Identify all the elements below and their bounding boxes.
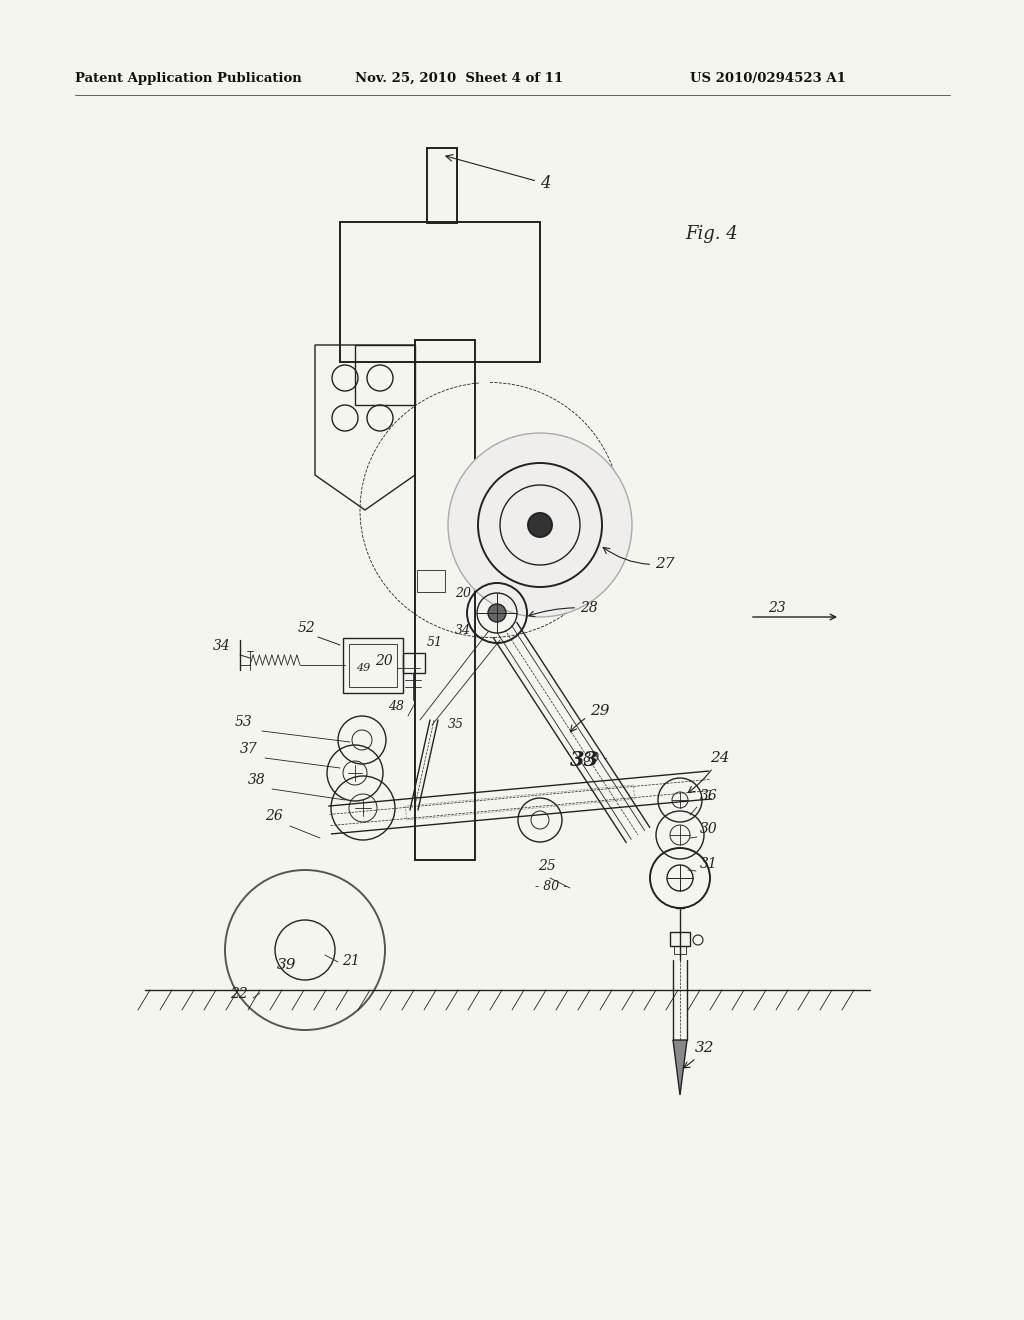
Text: 26: 26 [265, 809, 283, 822]
Text: 25: 25 [538, 859, 556, 873]
Text: 49: 49 [356, 663, 371, 673]
Text: 36: 36 [700, 789, 718, 803]
Text: 29: 29 [570, 704, 609, 731]
Bar [343, 638, 403, 693]
Text: 20: 20 [375, 653, 393, 668]
Bar [427, 148, 457, 223]
Text: 27: 27 [603, 548, 675, 572]
Text: 53: 53 [234, 715, 253, 729]
Text: 23: 23 [768, 601, 785, 615]
Text: - 80 -: - 80 - [535, 880, 567, 894]
Bar [417, 570, 445, 591]
Bar [349, 644, 397, 686]
Polygon shape [673, 1040, 687, 1096]
Text: Patent Application Publication: Patent Application Publication [75, 73, 302, 84]
Text: 28: 28 [528, 601, 598, 616]
Bar [340, 222, 540, 362]
Bar [415, 341, 475, 861]
Text: Nov. 25, 2010  Sheet 4 of 11: Nov. 25, 2010 Sheet 4 of 11 [355, 73, 563, 84]
Bar [355, 345, 415, 405]
Circle shape [528, 513, 552, 537]
Text: 32: 32 [683, 1041, 715, 1068]
Text: Fig. 4: Fig. 4 [685, 224, 737, 243]
Text: 35: 35 [449, 718, 464, 731]
Text: 21: 21 [342, 954, 359, 968]
Text: 51: 51 [427, 636, 443, 649]
Text: 34: 34 [213, 639, 230, 653]
Text: 30: 30 [700, 822, 718, 836]
Text: 4: 4 [445, 154, 551, 191]
Text: 24: 24 [688, 751, 729, 792]
Bar [670, 932, 690, 946]
Text: 31: 31 [700, 857, 718, 871]
Bar [403, 653, 425, 673]
Text: US 2010/0294523 A1: US 2010/0294523 A1 [690, 73, 846, 84]
Text: 48: 48 [388, 700, 404, 713]
Text: 22: 22 [230, 987, 248, 1001]
Text: 52: 52 [298, 620, 315, 635]
Bar [674, 946, 686, 954]
Text: 37: 37 [240, 742, 258, 756]
Text: - 80 -: - 80 - [575, 752, 607, 766]
Circle shape [449, 433, 632, 616]
Text: 38: 38 [248, 774, 266, 787]
Text: 34: 34 [455, 624, 471, 638]
Circle shape [488, 605, 506, 622]
Text: 39: 39 [278, 958, 297, 972]
Text: 20: 20 [455, 587, 471, 601]
Text: 33: 33 [570, 750, 599, 770]
